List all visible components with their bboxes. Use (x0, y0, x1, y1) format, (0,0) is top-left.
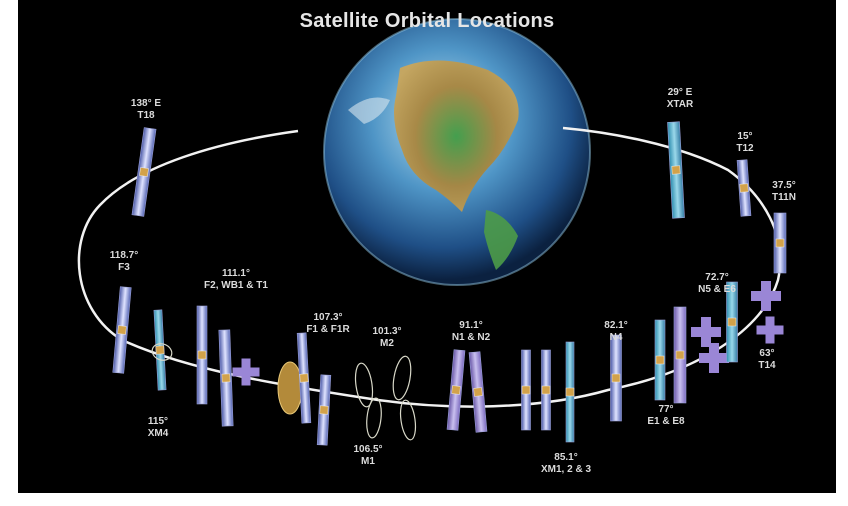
satellite-xm3 (565, 341, 575, 443)
satellite-m2-dish-b (399, 399, 417, 441)
label-n1: 91.1° N1 & N2 (452, 320, 490, 344)
satellite-t14-b (756, 316, 784, 344)
satellite-e1 (654, 319, 666, 401)
page-title: Satellite Orbital Locations (299, 10, 555, 32)
diagram-canvas: Satellite Orbital Locations 138° E T18 118… (18, 0, 836, 493)
satellite-n5-b (699, 343, 729, 373)
satellite-name: T11N (772, 192, 796, 203)
satellite-xm1 (521, 349, 531, 431)
label-m2: 101.3° M2 (372, 326, 401, 350)
orbital-position: 106.5° (353, 444, 383, 455)
satellite-e6 (726, 281, 738, 363)
satellite-t12 (736, 159, 752, 217)
satellite-n5-a (691, 317, 721, 347)
orbital-position: 82.1° (604, 320, 628, 331)
satellite-t18 (131, 127, 157, 217)
orbital-position: 63° (759, 348, 775, 359)
satellite-xm4-dish (151, 343, 173, 361)
satellite-xtar (667, 121, 685, 219)
satellite-name: N5 & E6 (698, 284, 736, 295)
satellite-name: T14 (758, 360, 776, 371)
orbital-position: 77° (658, 404, 674, 415)
satellite-name: T18 (137, 110, 155, 121)
label-t14: 63° T14 (758, 348, 775, 372)
satellite-n4 (610, 334, 622, 422)
satellite-name: E1 & E8 (647, 416, 685, 427)
satellite-name: N4 (609, 332, 623, 343)
orbital-position: 107.3° (313, 312, 343, 323)
satellite-m1-dish-b (366, 397, 382, 439)
orbital-position: 29° E (667, 87, 693, 98)
orbital-position: 91.1° (459, 320, 483, 331)
orbital-position: 111.1° (222, 268, 250, 279)
label-xm4: 115° XM4 (148, 416, 169, 440)
label-xtar: 29° E XTAR (667, 87, 693, 111)
orbital-position: 101.3° (372, 326, 402, 337)
satellite-t11n (773, 212, 787, 274)
label-t12: 15° T12 (736, 131, 753, 155)
satellite-name: M1 (361, 456, 375, 467)
label-xm: 85.1° XM1, 2 & 3 (541, 452, 591, 476)
satellite-xm4 (153, 309, 167, 391)
orbital-position: 115° (147, 416, 169, 427)
satellite-f2-a (196, 305, 208, 405)
satellite-name: XM1, 2 & 3 (540, 464, 592, 475)
orbital-position: 85.1° (554, 452, 578, 463)
satellite-name: T12 (736, 143, 754, 154)
orbital-position: 37.5° (772, 180, 796, 191)
label-t11n: 37.5° T11N (772, 180, 796, 204)
label-f2: 111.1° F2, WB1 & T1 (204, 268, 268, 292)
satellite-f3 (112, 286, 132, 374)
satellite-name: M2 (380, 338, 394, 349)
orbital-position: 118.7° (109, 250, 139, 261)
satellite-n2 (468, 351, 488, 433)
earth-globe (323, 18, 591, 286)
orbit-scene (77, 18, 787, 446)
satellite-f1-a (296, 332, 312, 424)
satellite-name: N1 & N2 (451, 332, 491, 343)
satellite-name: XTAR (666, 99, 694, 110)
satellite-name: F2, WB1 & T1 (204, 280, 268, 291)
satellite-name: F1 & F1R (306, 324, 350, 335)
label-m1: 106.5° M1 (353, 444, 382, 468)
label-n5: 72.7° N5 & E6 (698, 272, 736, 296)
label-e1: 77° E1 & E8 (647, 404, 684, 428)
satellite-f2-b (218, 329, 234, 427)
satellite-t1 (277, 361, 303, 415)
label-f3: 118.7° F3 (110, 250, 138, 274)
satellite-xm2 (541, 349, 551, 431)
label-f1: 107.3° F1 & F1R (306, 312, 349, 336)
satellite-f1-b (316, 374, 332, 446)
label-t18: 138° E T18 (131, 98, 161, 122)
satellite-m1-dish-a (354, 362, 374, 408)
satellite-m2-dish-a (392, 355, 412, 401)
label-n4: 82.1° N4 (604, 320, 627, 344)
orbital-position: 138° E (130, 98, 162, 109)
satellite-name: F3 (118, 262, 130, 273)
satellite-t14 (751, 281, 781, 311)
satellite-name: XM4 (147, 428, 169, 439)
orbital-position: 72.7° (705, 272, 729, 283)
satellite-n1 (446, 349, 466, 431)
satellite-wb1 (232, 358, 260, 386)
satellite-e8 (673, 306, 687, 404)
orbital-position: 15° (737, 131, 753, 142)
